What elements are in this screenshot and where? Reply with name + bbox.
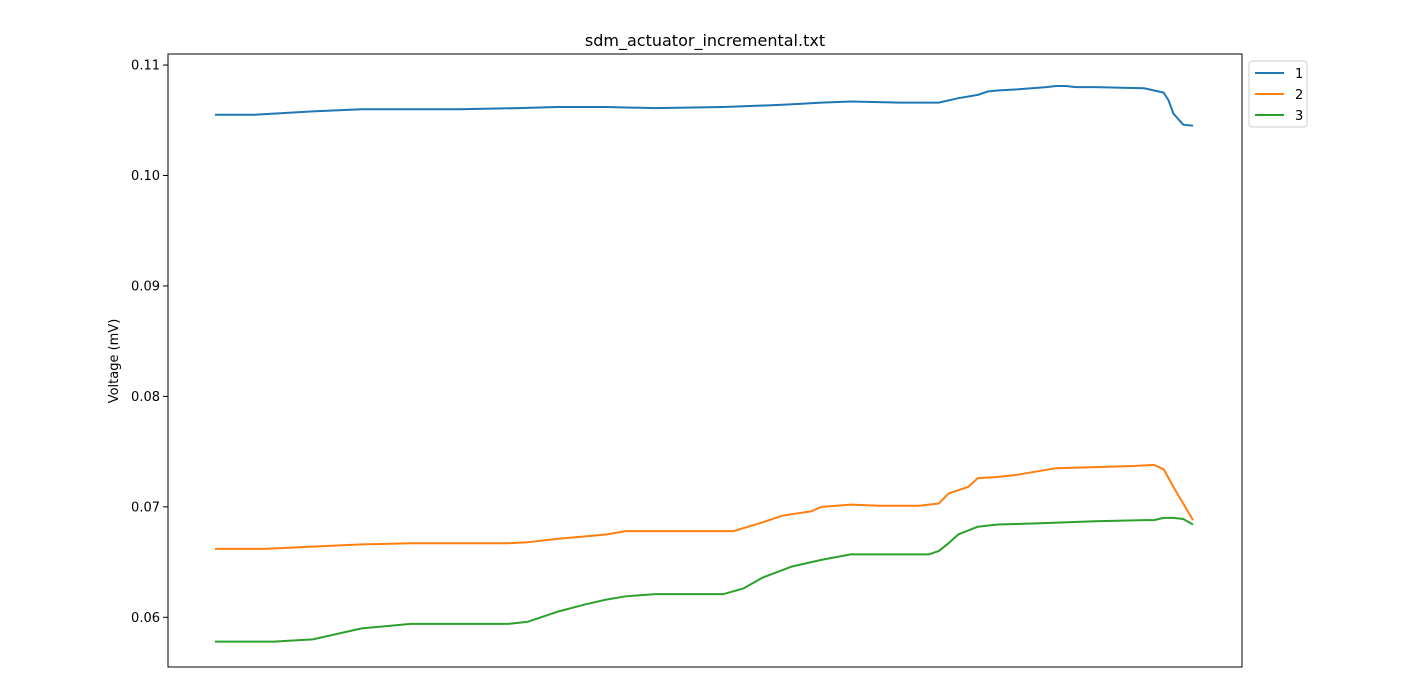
y-axis-ticks: 0.06 0.07 0.08 0.09 0.10 0.11 — [131, 59, 168, 626]
y-tick-label: 0.10 — [131, 169, 160, 184]
legend-label-1: 1 — [1295, 67, 1303, 82]
legend-label-3: 3 — [1295, 109, 1303, 124]
legend-label-2: 2 — [1295, 88, 1303, 103]
y-tick-label: 0.06 — [131, 611, 160, 626]
y-tick-label: 0.11 — [131, 59, 160, 74]
y-tick-label: 0.07 — [131, 500, 160, 515]
chart-title: sdm_actuator_incremental.txt — [585, 31, 825, 51]
legend: 1 2 3 — [1248, 60, 1308, 128]
plot-frame — [167, 53, 1243, 668]
series-line-1 — [215, 85, 1194, 127]
series-line-2 — [215, 463, 1194, 550]
y-tick-label: 0.09 — [131, 279, 160, 294]
y-axis-label: Voltage (mV) — [107, 319, 122, 404]
y-tick-label: 0.08 — [131, 390, 160, 405]
plot-series — [215, 85, 1194, 643]
series-line-3 — [215, 516, 1194, 643]
